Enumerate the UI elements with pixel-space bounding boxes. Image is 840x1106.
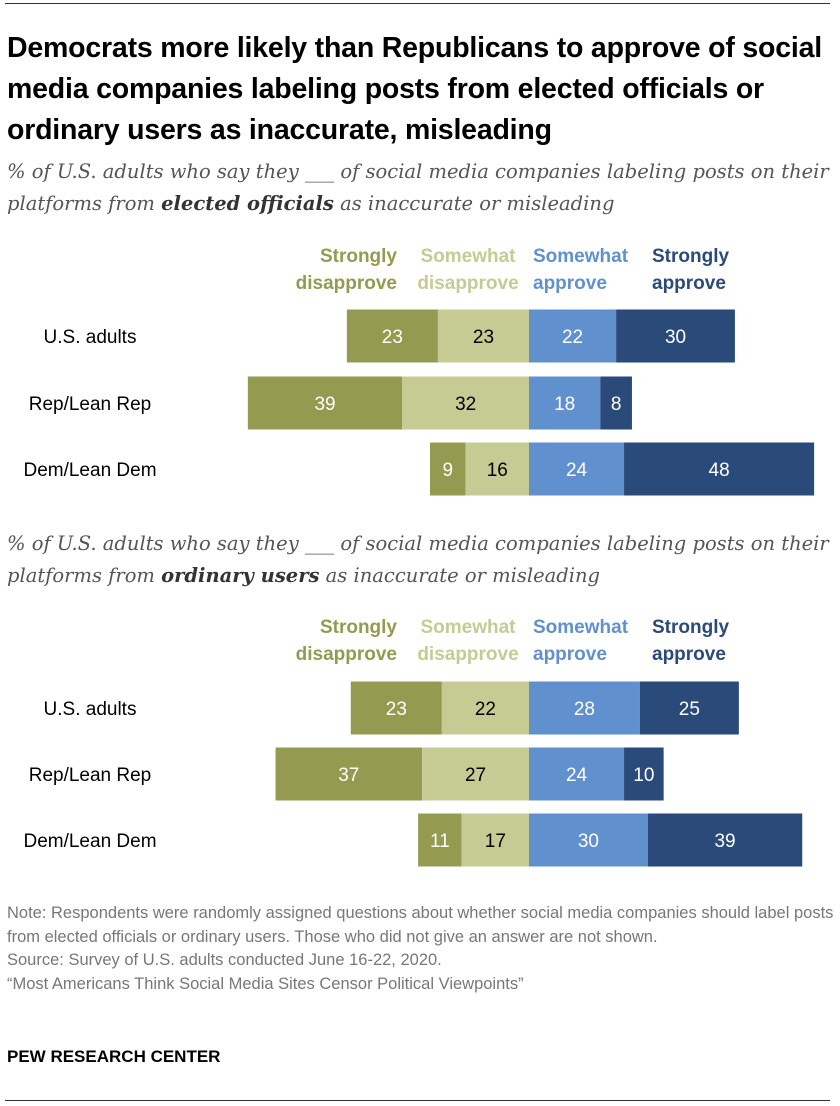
data-label: 37 (338, 765, 359, 786)
bar-segment (418, 813, 462, 867)
bar-segment (465, 442, 529, 496)
category-label: Dem/Lean Dem (23, 460, 156, 481)
legend-label: approve (652, 644, 726, 665)
legend-label: Somewhat (533, 617, 629, 638)
chart-title: Democrats more likely than Republicans t… (7, 32, 822, 146)
bar-segment (346, 309, 438, 363)
data-label: 16 (487, 460, 508, 481)
legend-label: approve (533, 644, 607, 665)
legend-label: Strongly (652, 617, 729, 638)
data-label: 39 (714, 831, 735, 852)
bar-segment (600, 376, 632, 430)
bar-segment (422, 747, 529, 801)
data-label: 18 (554, 394, 575, 415)
bar-segment (441, 681, 529, 735)
category-label: Dem/Lean Dem (23, 831, 156, 852)
bar-segment (247, 376, 403, 430)
notes: Note: Respondents were randomly assigned… (7, 902, 837, 996)
bar-segment (639, 681, 739, 735)
data-label: 9 (443, 460, 454, 481)
category-label: Rep/Lean Rep (29, 765, 152, 786)
bar-segment (461, 813, 529, 867)
bar-segment (616, 309, 735, 363)
bar-segment (624, 442, 815, 496)
category-label: U.S. adults (44, 699, 137, 720)
subtitle-ordinary: % of U.S. adults who say they ___ of soc… (7, 532, 829, 587)
data-label: 22 (475, 699, 496, 720)
bar-segment (402, 376, 529, 430)
bottom-rule (5, 1100, 830, 1101)
data-label: 24 (566, 765, 588, 786)
bar-segment (430, 442, 466, 496)
data-label: 8 (611, 394, 622, 415)
data-label: 10 (633, 765, 654, 786)
data-label: 25 (679, 699, 700, 720)
legend-label: approve (533, 273, 607, 294)
data-label: 23 (473, 327, 494, 348)
subtitle-elected: % of U.S. adults who say they ___ of soc… (7, 160, 829, 215)
top-rule (5, 3, 830, 4)
data-label: 48 (709, 460, 730, 481)
data-label: 17 (485, 831, 506, 852)
bar-segment (624, 747, 664, 801)
data-label: 32 (455, 394, 476, 415)
source-text: Source: Survey of U.S. adults conducted … (7, 951, 442, 969)
data-label: 24 (566, 460, 588, 481)
data-label: 28 (574, 699, 595, 720)
report-text: “Most Americans Think Social Media Sites… (7, 974, 524, 993)
legend-label: Strongly (320, 246, 397, 267)
legend-label: Strongly (652, 246, 729, 267)
note-text: Note: Respondents were randomly assigned… (7, 904, 834, 946)
legend-label: approve (652, 273, 726, 294)
data-label: 30 (665, 327, 686, 348)
bar-segment (529, 442, 625, 496)
bar-segment (647, 813, 803, 867)
bar-segment (275, 747, 423, 801)
category-label: Rep/Lean Rep (29, 394, 152, 415)
data-label: 30 (578, 831, 599, 852)
bar-segment (529, 681, 640, 735)
category-label: U.S. adults (44, 327, 137, 348)
legend-label: disapprove (296, 644, 397, 665)
data-label: 23 (386, 699, 407, 720)
data-label: 22 (562, 327, 583, 348)
legend-label: disapprove (296, 273, 397, 294)
legend-label: disapprove (417, 644, 518, 665)
bar-segment (529, 813, 648, 867)
legend-label: Somewhat (420, 246, 516, 267)
data-label: 27 (465, 765, 486, 786)
data-label: 39 (314, 394, 335, 415)
bar-segment (529, 747, 625, 801)
data-label: 11 (430, 831, 450, 852)
legend-label: Somewhat (533, 246, 629, 267)
bar-segment (529, 309, 617, 363)
legend-label: disapprove (417, 273, 518, 294)
bar-segment (350, 681, 442, 735)
legend-label: Somewhat (420, 617, 516, 638)
data-label: 23 (382, 327, 403, 348)
bar-segment (529, 376, 601, 430)
bar-segment (437, 309, 529, 363)
pew-logo-text: PEW RESEARCH CENTER (7, 1047, 221, 1066)
legend-label: Strongly (320, 617, 397, 638)
